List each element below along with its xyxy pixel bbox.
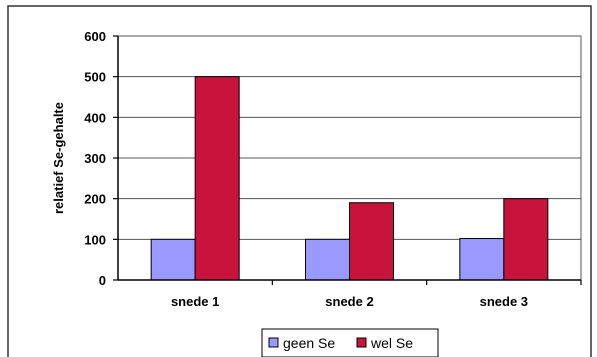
y-axis-title: relatief Se-gehalte xyxy=(51,102,66,214)
legend: geen Se wel Se xyxy=(261,328,439,357)
legend-label: wel Se xyxy=(370,335,413,351)
bar-geen-se xyxy=(459,238,505,281)
x-tick-label: snede 1 xyxy=(171,294,219,309)
bar-geen-se xyxy=(150,238,196,281)
bar-wel-se xyxy=(194,76,240,281)
x-axis-ticks: snede 1 snede 2 snede 3 xyxy=(171,280,582,309)
bar-geen-se xyxy=(305,238,350,281)
bar-wel-se xyxy=(349,202,394,281)
y-axis-ticks: 0 100 200 300 400 500 600 xyxy=(84,29,118,288)
x-tick-label: snede 3 xyxy=(480,294,528,309)
y-tick-label: 200 xyxy=(84,192,106,207)
y-tick-label: 0 xyxy=(99,273,106,288)
legend-swatch xyxy=(356,337,367,348)
x-tick-label: snede 2 xyxy=(325,294,373,309)
legend-label: geen Se xyxy=(283,335,335,351)
y-tick-label: 300 xyxy=(84,151,106,166)
y-tick-label: 600 xyxy=(84,29,106,44)
legend-box xyxy=(261,328,439,357)
y-tick-label: 400 xyxy=(84,110,106,125)
y-tick-label: 500 xyxy=(84,70,106,85)
y-tick-label: 100 xyxy=(84,232,106,247)
bar-wel-se xyxy=(503,198,549,281)
legend-swatch xyxy=(268,337,279,348)
